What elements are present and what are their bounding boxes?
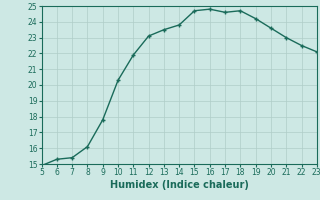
X-axis label: Humidex (Indice chaleur): Humidex (Indice chaleur) xyxy=(110,180,249,190)
